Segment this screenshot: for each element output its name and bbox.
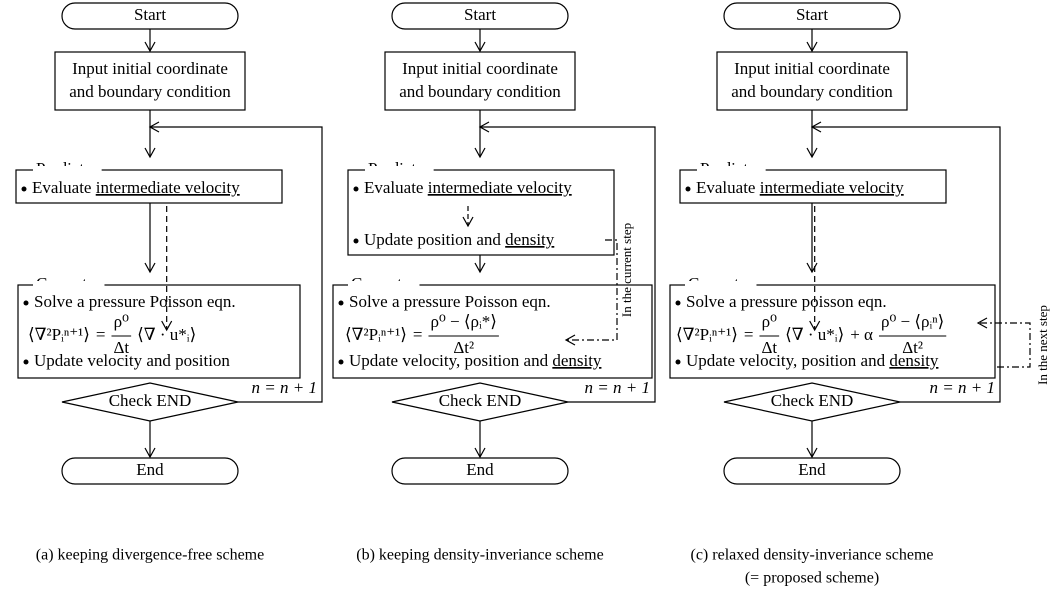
item-underlined: density (889, 351, 939, 370)
loop-label: n = n + 1 (585, 378, 650, 397)
start-label: Start (134, 5, 166, 24)
label-bg (365, 166, 434, 174)
item-plain: Update position and (364, 230, 505, 249)
eq-term: ⟨∇ · u*ᵢ⟩ (785, 325, 844, 344)
item-text: Solve a pressure Poisson eqn. (349, 292, 551, 311)
eq-denominator: Δt (113, 338, 129, 357)
input-text: and boundary condition (399, 82, 561, 101)
eq-numerator: ρ⁰ − ⟨ρᵢⁿ⟩ (881, 312, 944, 331)
item-text: Update velocity, position and density (349, 351, 602, 370)
item-plain: Evaluate (32, 178, 96, 197)
note: In the next step (1035, 305, 1050, 385)
item-underlined: intermediate velocity (760, 178, 904, 197)
end-terminal (391, 457, 569, 485)
eq-numerator: ρ⁰ − ⟨ρᵢ*⟩ (430, 312, 496, 331)
eq-numerator: ρ⁰ (114, 312, 129, 331)
eq-numerator: ρ⁰ (762, 312, 777, 331)
check-label: Check END (109, 391, 192, 410)
predictor-box (15, 169, 283, 204)
bullet (675, 359, 681, 365)
bullet (685, 186, 691, 192)
eq-lhs: ⟨∇²Pᵢⁿ⁺¹⟩ (676, 325, 738, 344)
eq-sign: = (413, 325, 423, 344)
item-underlined: density (552, 351, 602, 370)
bullet (23, 300, 29, 306)
item-plain: Evaluate (696, 178, 760, 197)
item-underlined: density (505, 230, 555, 249)
item-text: Evaluate intermediate velocity (32, 178, 240, 197)
connector (478, 121, 656, 403)
input-text: Input initial coordinate (402, 59, 558, 78)
bullet (353, 238, 359, 244)
label-bg (33, 281, 105, 289)
end-terminal (723, 457, 901, 485)
check-label: Check END (439, 391, 522, 410)
item-text: Update velocity and position (34, 351, 230, 370)
connector (564, 239, 618, 346)
eq-lhs: ⟨∇²Pᵢⁿ⁺¹⟩ (28, 325, 90, 344)
corrector-box (332, 284, 653, 379)
note: In the current step (619, 223, 634, 317)
input-text: Input initial coordinate (72, 59, 228, 78)
item-text: Evaluate intermediate velocity (696, 178, 904, 197)
item-plain: Solve a pressure Poisson eqn. (34, 292, 236, 311)
item-underlined: intermediate velocity (428, 178, 572, 197)
eq-lhs: ⟨∇²Pᵢⁿ⁺¹⟩ (345, 325, 407, 344)
connector (976, 317, 1031, 368)
bullet (338, 300, 344, 306)
end-terminal (61, 457, 239, 485)
eq-denominator: Δt² (902, 338, 923, 357)
start-label: Start (796, 5, 828, 24)
item-plain: Update velocity, position and (349, 351, 552, 370)
item-plain: Update velocity and position (34, 351, 230, 370)
eq-sign: = (96, 325, 106, 344)
end-label: End (136, 460, 164, 479)
label-bg (697, 166, 766, 174)
eq-denominator: Δt² (453, 338, 474, 357)
bullet (23, 359, 29, 365)
bullet (353, 186, 359, 192)
label-bg (33, 166, 102, 174)
eq-term: + α (850, 325, 873, 344)
label-bg (348, 281, 420, 289)
item-plain: Solve a pressure poisson eqn. (686, 292, 887, 311)
bullet (21, 186, 27, 192)
bullet (675, 300, 681, 306)
item-text: Update velocity, position and density (686, 351, 939, 370)
caption: (= proposed scheme) (745, 570, 879, 587)
connector (810, 121, 1001, 403)
label-bg (685, 281, 757, 289)
eq-sign: = (744, 325, 754, 344)
predictor-box (347, 169, 615, 256)
item-text: Solve a pressure poisson eqn. (686, 292, 887, 311)
item-underlined: intermediate velocity (96, 178, 240, 197)
item-text: Solve a pressure Poisson eqn. (34, 292, 236, 311)
corrector-box (669, 284, 996, 379)
corrector-box (17, 284, 301, 379)
input-text: Input initial coordinate (734, 59, 890, 78)
input-text: and boundary condition (731, 82, 893, 101)
start-label: Start (464, 5, 496, 24)
item-plain: Update velocity, position and (686, 351, 889, 370)
loop-label: n = n + 1 (930, 378, 995, 397)
eq-term: ⟨∇ · u*ᵢ⟩ (137, 325, 196, 344)
caption: (c) relaxed density-inveriance scheme (691, 547, 934, 564)
check-label: Check END (771, 391, 854, 410)
item-text: Evaluate intermediate velocity (364, 178, 572, 197)
input-text: and boundary condition (69, 82, 231, 101)
end-label: End (798, 460, 826, 479)
end-label: End (466, 460, 494, 479)
caption: (a) keeping divergence-free scheme (36, 547, 264, 564)
eq-denominator: Δt (761, 338, 777, 357)
item-text: Update position and density (364, 230, 555, 249)
connector (148, 121, 323, 403)
predictor-box (679, 169, 947, 204)
caption: (b) keeping density-inveriance scheme (356, 547, 603, 564)
item-plain: Evaluate (364, 178, 428, 197)
item-plain: Solve a pressure Poisson eqn. (349, 292, 551, 311)
loop-label: n = n + 1 (252, 378, 317, 397)
bullet (338, 359, 344, 365)
